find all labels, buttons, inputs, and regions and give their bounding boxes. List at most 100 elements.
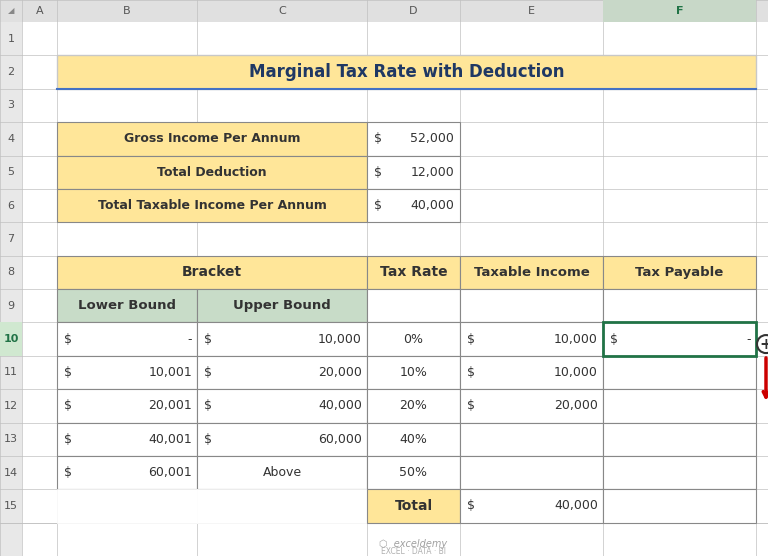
- Text: 20%: 20%: [399, 399, 428, 413]
- Bar: [367, 489, 460, 523]
- Text: $: $: [467, 499, 475, 513]
- Text: D: D: [409, 6, 418, 16]
- Text: -: -: [746, 332, 751, 346]
- Bar: [603, 389, 756, 423]
- Bar: [0, 322, 22, 356]
- Text: 20,001: 20,001: [148, 399, 192, 413]
- Text: 2: 2: [8, 67, 15, 77]
- Text: 20,000: 20,000: [554, 399, 598, 413]
- Text: $: $: [374, 199, 382, 212]
- Text: 6: 6: [8, 201, 15, 211]
- Text: $: $: [64, 466, 72, 479]
- Bar: [197, 289, 367, 322]
- Text: 20,000: 20,000: [318, 366, 362, 379]
- Text: C: C: [278, 6, 286, 16]
- Text: 40,001: 40,001: [148, 433, 192, 446]
- Bar: [57, 423, 197, 456]
- Text: 12: 12: [4, 401, 18, 411]
- Text: $: $: [204, 399, 212, 413]
- Bar: [603, 322, 756, 356]
- Text: $: $: [374, 132, 382, 145]
- Bar: [197, 356, 367, 389]
- Text: $: $: [64, 366, 72, 379]
- Text: $: $: [610, 332, 618, 346]
- Text: ⬡  exceldemy: ⬡ exceldemy: [379, 539, 448, 549]
- Bar: [57, 56, 756, 89]
- Text: $: $: [374, 166, 382, 178]
- Text: 12,000: 12,000: [410, 166, 454, 178]
- Text: Total Deduction: Total Deduction: [157, 166, 266, 178]
- Bar: [197, 389, 367, 423]
- Text: Gross Income Per Annum: Gross Income Per Annum: [124, 132, 300, 145]
- Text: Taxable Income: Taxable Income: [474, 266, 589, 279]
- Text: 4: 4: [8, 134, 15, 144]
- Text: +: +: [760, 336, 768, 351]
- Text: 40,000: 40,000: [318, 399, 362, 413]
- Text: $: $: [64, 332, 72, 346]
- Bar: [460, 289, 603, 322]
- Bar: [57, 122, 367, 156]
- Bar: [603, 256, 756, 289]
- Bar: [0, 22, 22, 556]
- Text: $: $: [204, 332, 212, 346]
- Text: $: $: [204, 433, 212, 446]
- Bar: [57, 322, 197, 356]
- Circle shape: [757, 335, 768, 353]
- Text: Tax Rate: Tax Rate: [379, 265, 447, 279]
- Bar: [367, 122, 460, 156]
- Text: 10,001: 10,001: [148, 366, 192, 379]
- Text: 14: 14: [4, 468, 18, 478]
- Bar: [197, 322, 367, 356]
- Text: Total: Total: [395, 499, 432, 513]
- Text: $: $: [467, 332, 475, 346]
- Text: $: $: [64, 399, 72, 413]
- Text: Lower Bound: Lower Bound: [78, 299, 176, 312]
- Bar: [22, 22, 57, 556]
- Text: 15: 15: [4, 501, 18, 511]
- Bar: [367, 456, 460, 489]
- Bar: [367, 423, 460, 456]
- Text: ◢: ◢: [8, 7, 15, 16]
- Text: 40%: 40%: [399, 433, 428, 446]
- Bar: [367, 389, 460, 423]
- Text: B: B: [123, 6, 131, 16]
- Text: $: $: [64, 433, 72, 446]
- Text: Tax Payable: Tax Payable: [635, 266, 723, 279]
- Text: Above: Above: [263, 466, 302, 479]
- Text: $: $: [467, 366, 475, 379]
- Bar: [197, 456, 367, 489]
- Bar: [367, 356, 460, 389]
- Text: 1: 1: [8, 34, 15, 44]
- Bar: [603, 356, 756, 389]
- Bar: [460, 389, 603, 423]
- Text: 10,000: 10,000: [318, 332, 362, 346]
- Text: 60,000: 60,000: [318, 433, 362, 446]
- Text: 8: 8: [8, 267, 15, 277]
- Bar: [603, 489, 756, 523]
- Bar: [367, 322, 460, 356]
- Bar: [460, 322, 603, 356]
- Text: F: F: [676, 6, 684, 16]
- Text: 40,000: 40,000: [554, 499, 598, 513]
- Bar: [57, 489, 197, 523]
- Bar: [460, 456, 603, 489]
- Bar: [57, 356, 197, 389]
- Text: $: $: [467, 399, 475, 413]
- Bar: [197, 489, 367, 523]
- Text: 10%: 10%: [399, 366, 428, 379]
- Text: 11: 11: [4, 368, 18, 378]
- Text: 50%: 50%: [399, 466, 428, 479]
- Bar: [57, 156, 367, 189]
- Text: E: E: [528, 6, 535, 16]
- Bar: [57, 256, 367, 289]
- Text: 3: 3: [8, 101, 15, 111]
- Bar: [603, 423, 756, 456]
- Bar: [460, 256, 603, 289]
- Text: EXCEL · DATA · BI: EXCEL · DATA · BI: [381, 547, 446, 555]
- Text: $: $: [204, 366, 212, 379]
- Text: Total Taxable Income Per Annum: Total Taxable Income Per Annum: [98, 199, 326, 212]
- Bar: [367, 189, 460, 222]
- Bar: [57, 389, 197, 423]
- Text: Upper Bound: Upper Bound: [233, 299, 331, 312]
- Bar: [603, 289, 756, 322]
